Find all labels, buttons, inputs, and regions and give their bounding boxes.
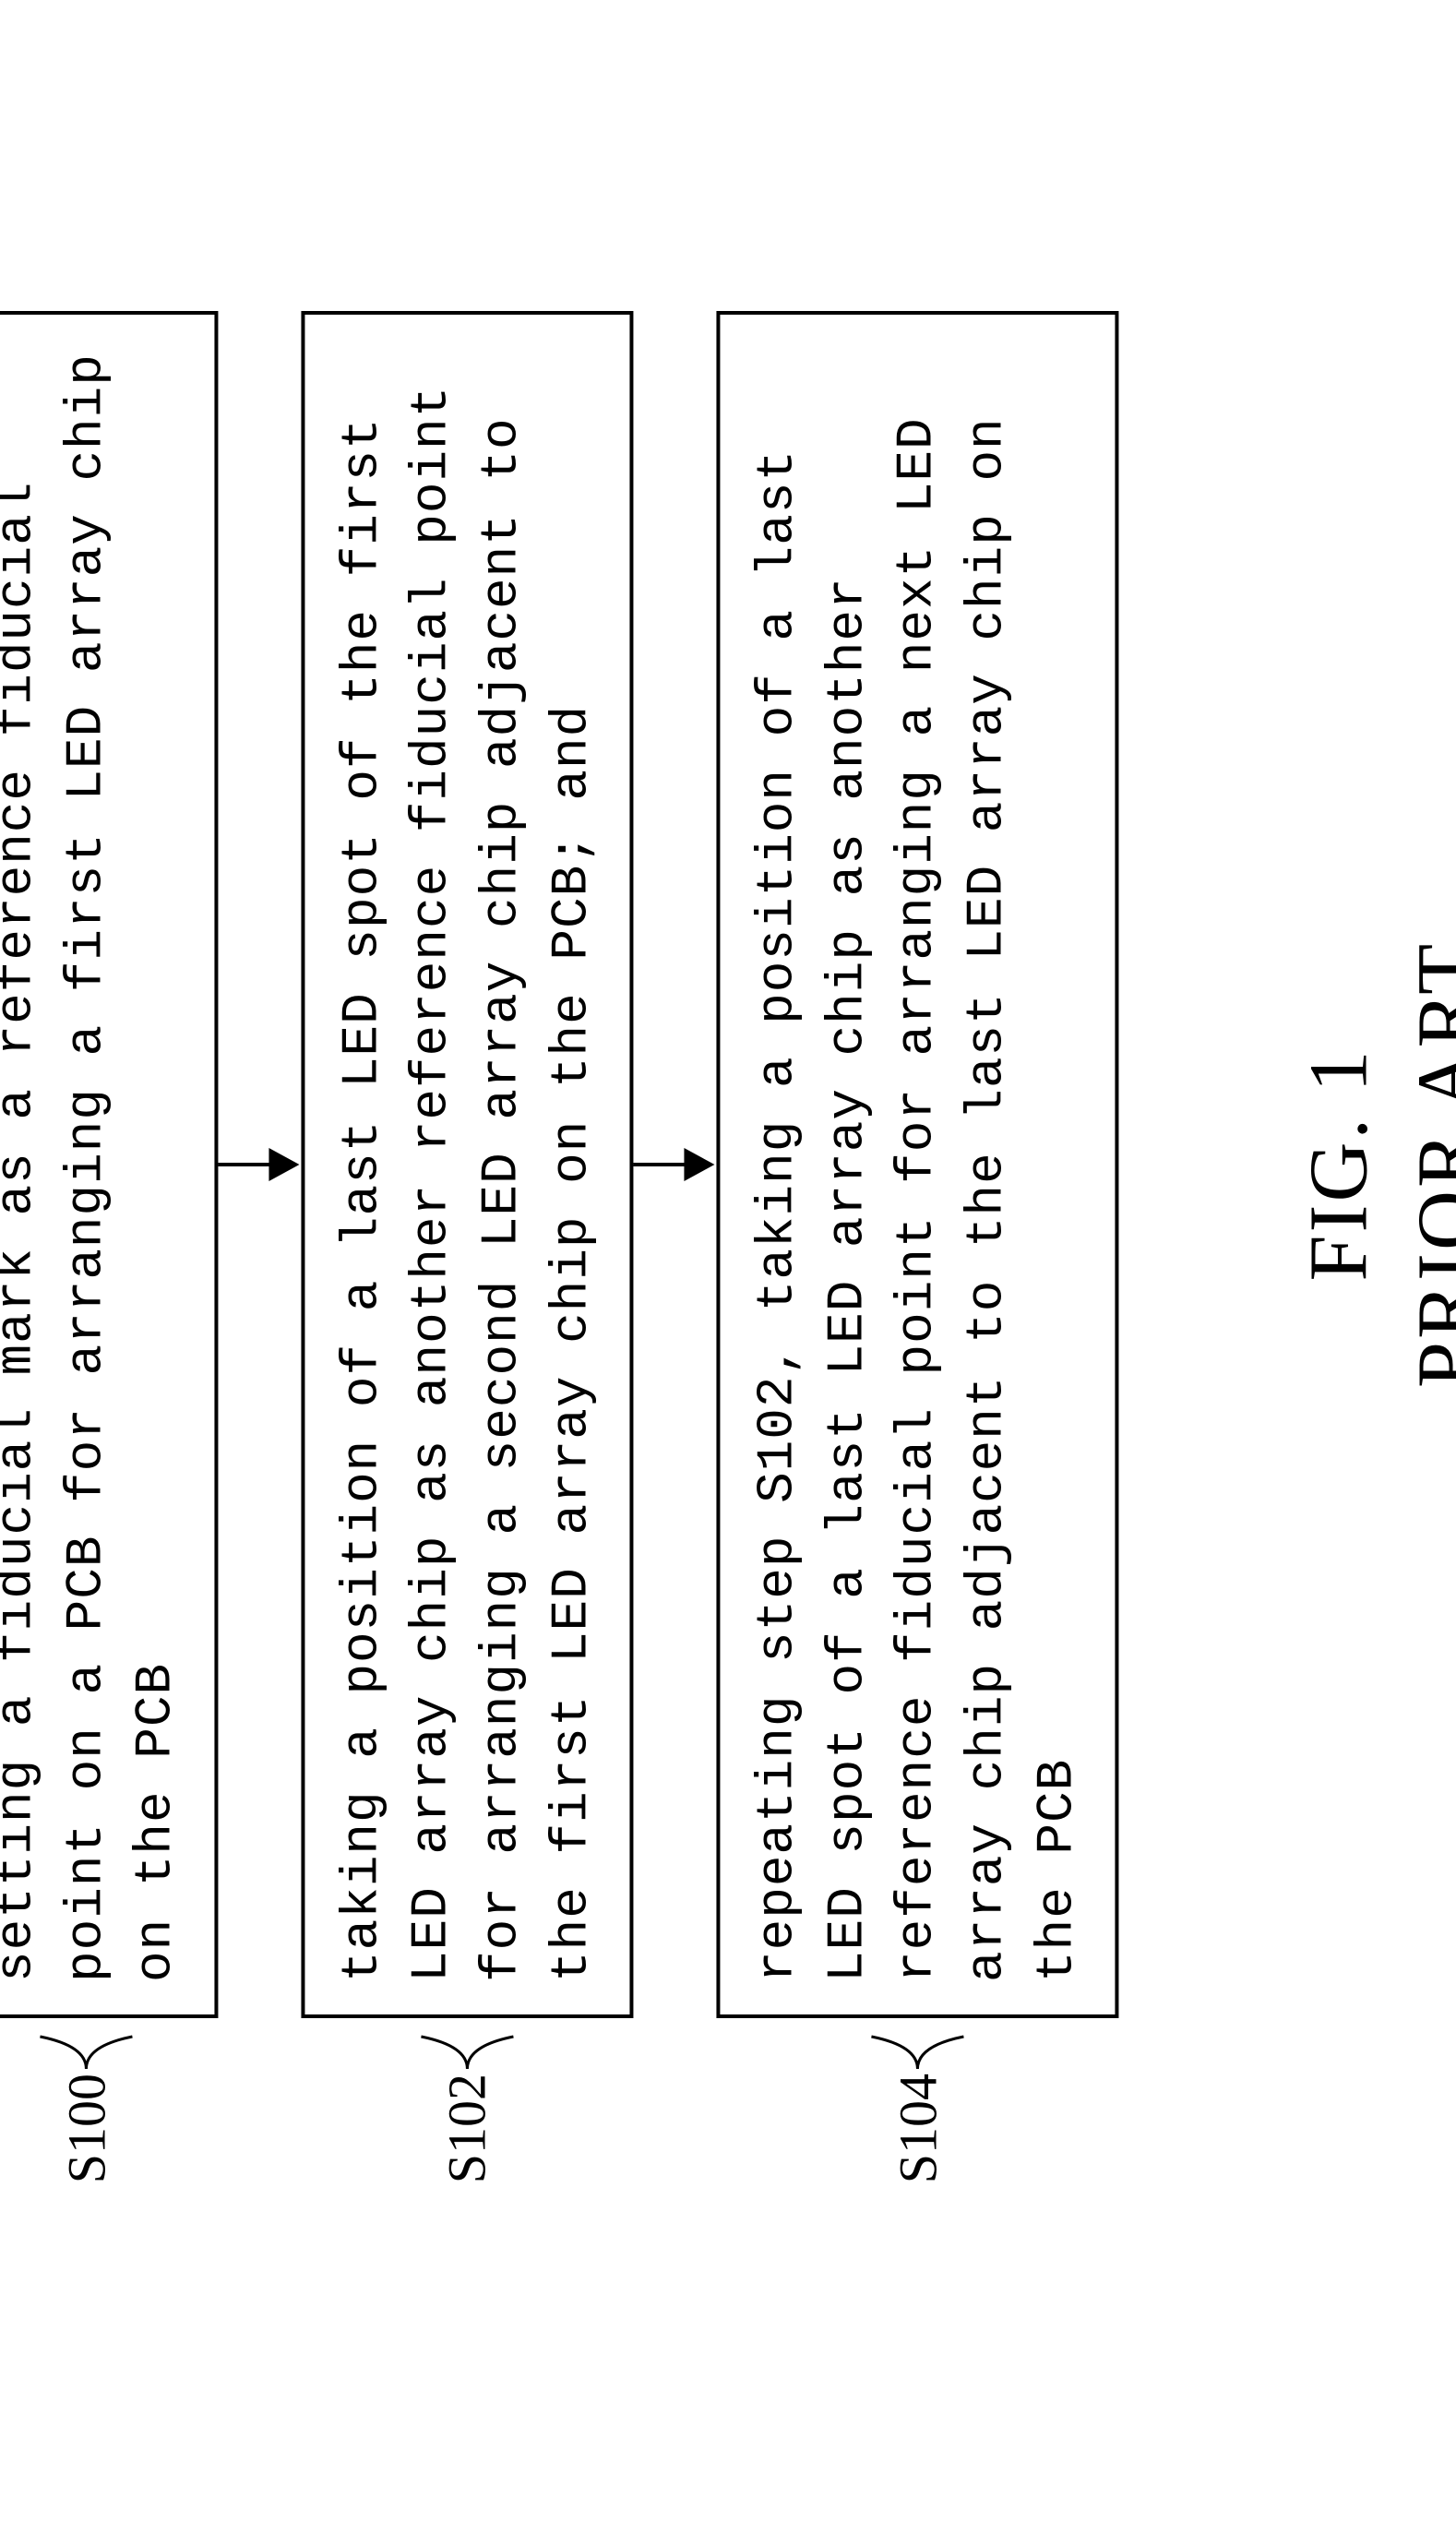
arrow-s102-s104 xyxy=(634,154,717,2369)
step-label-text: S102 xyxy=(437,2074,497,2183)
flow-box-s100: setting a fiducial mark as a reference f… xyxy=(0,311,218,2018)
down-arrow-icon xyxy=(218,1137,301,1192)
step-label-s104: S104 xyxy=(887,2074,949,2212)
step-label-s100: S100 xyxy=(55,2074,117,2212)
flow-box-s104: repeating step S102, taking a position o… xyxy=(717,311,1119,2018)
flowchart-container: S100 setting a fiducial mark as a refere… xyxy=(0,154,1456,2369)
label-connector xyxy=(412,2023,522,2069)
step-label-s102: S102 xyxy=(436,2074,498,2212)
figure-caption: FIG. 1 PRIOR ART xyxy=(1285,940,1456,1387)
down-arrow-icon xyxy=(634,1137,717,1192)
label-connector xyxy=(31,2023,142,2069)
step-label-text: S104 xyxy=(888,2074,948,2183)
arrow-s100-s102 xyxy=(218,154,301,2369)
label-connector xyxy=(863,2023,973,2069)
flow-step-s102: S102 taking a position of a last LED spo… xyxy=(301,311,633,2212)
flow-step-s104: S104 repeating step S102, taking a posit… xyxy=(717,311,1119,2212)
step-label-text: S100 xyxy=(56,2074,116,2183)
flow-step-s100: S100 setting a fiducial mark as a refere… xyxy=(0,311,218,2212)
caption-line-1: FIG. 1 xyxy=(1285,940,1393,1387)
flow-box-s102: taking a position of a last LED spot of … xyxy=(301,311,633,2018)
caption-line-2: PRIOR ART xyxy=(1393,940,1456,1387)
